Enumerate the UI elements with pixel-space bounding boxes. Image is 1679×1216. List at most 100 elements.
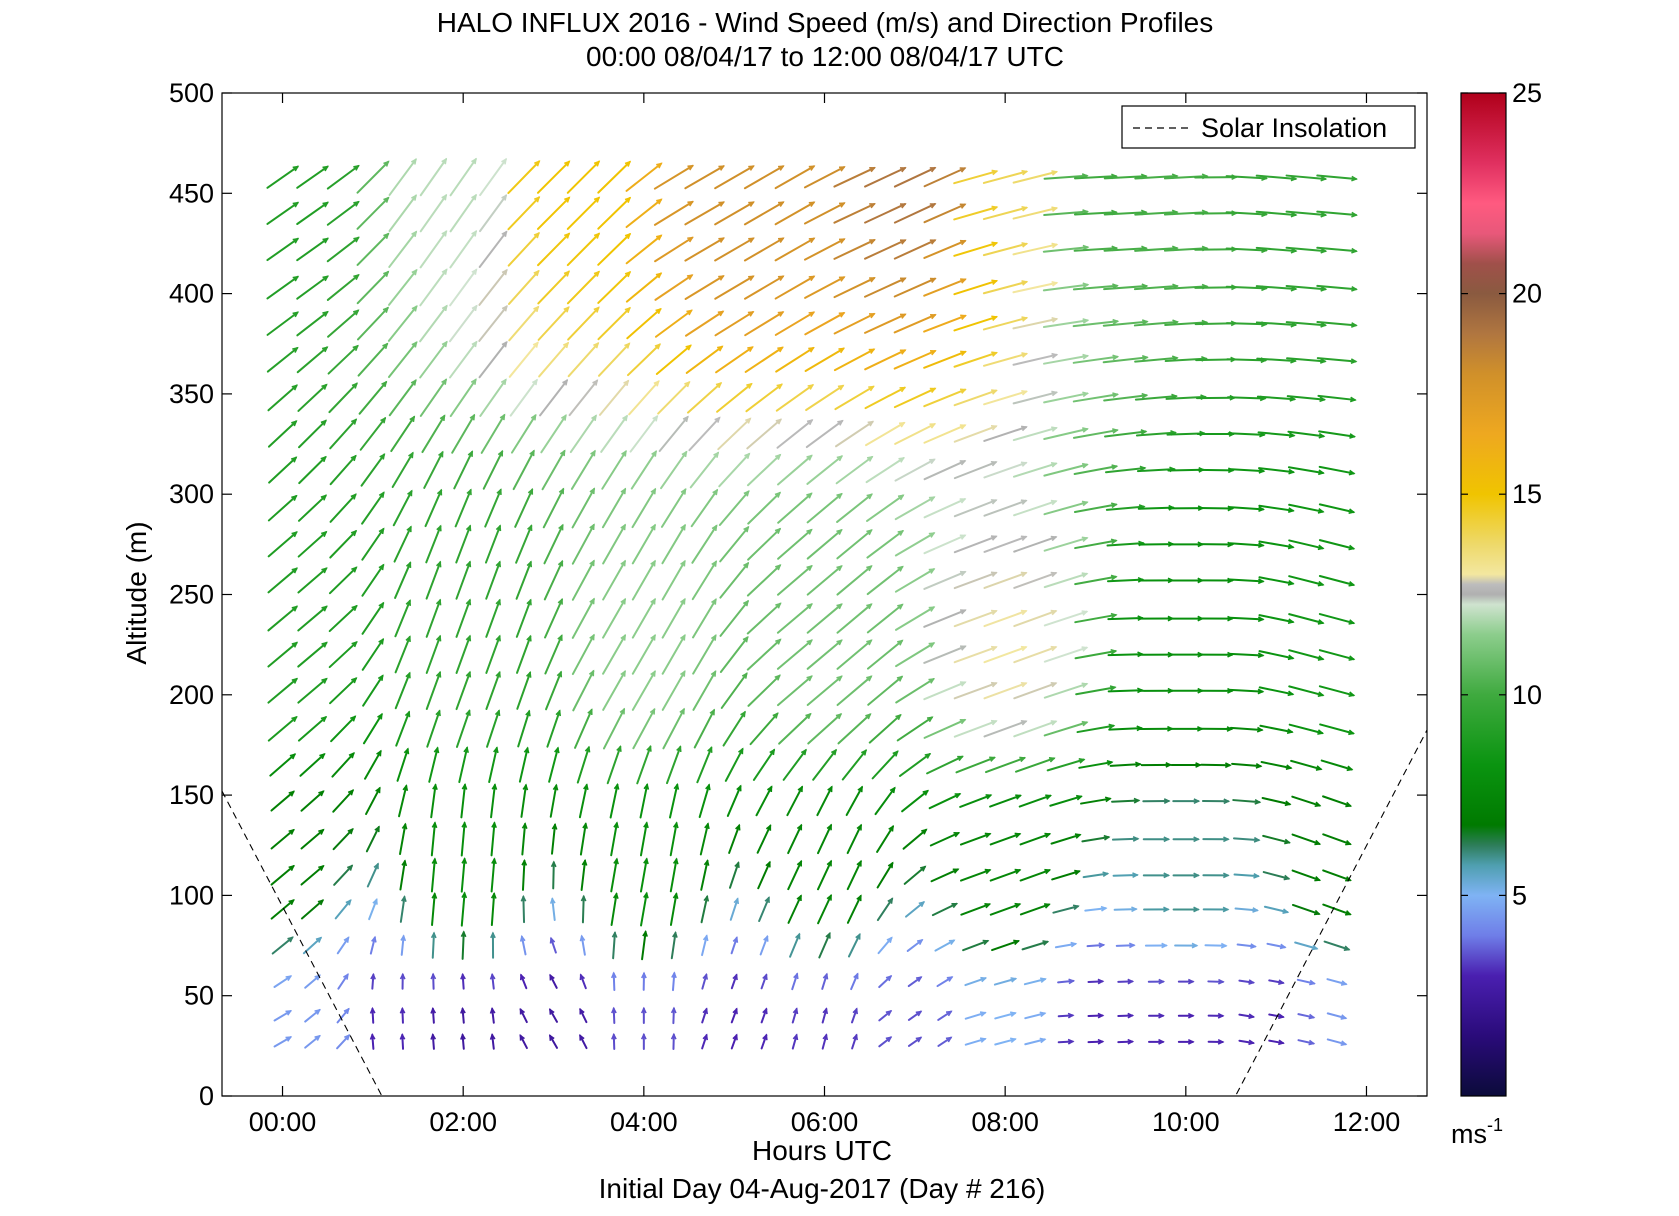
wind-vector-head — [743, 561, 750, 569]
wind-vector-shaft — [782, 749, 807, 781]
wind-vector-head — [959, 167, 967, 173]
wind-vector-shaft — [871, 750, 899, 780]
wind-vector-shaft — [821, 1034, 828, 1050]
wind-vector — [579, 1033, 588, 1050]
wind-vector — [1326, 1012, 1348, 1020]
wind-vector-head — [898, 421, 906, 428]
wind-vector-shaft — [1111, 837, 1139, 841]
wind-vector-shaft — [538, 342, 569, 378]
wind-vector — [791, 1033, 799, 1050]
wind-vector — [478, 305, 508, 342]
wind-vector-shaft — [994, 1038, 1017, 1046]
wind-vector — [566, 270, 601, 305]
wind-vector — [537, 306, 570, 341]
wind-vector-head — [704, 822, 710, 830]
wind-vector-head — [321, 641, 328, 648]
wind-vector — [387, 341, 418, 379]
wind-vector — [1288, 649, 1325, 661]
wind-vector-head — [1021, 389, 1028, 396]
wind-vector-head — [1021, 280, 1029, 286]
wind-vector — [479, 157, 507, 197]
wind-vector — [684, 237, 725, 262]
wind-vector-shaft — [866, 603, 904, 634]
wind-vector-shaft — [714, 275, 755, 300]
wind-vector — [1172, 836, 1200, 843]
wind-vector — [1084, 905, 1108, 912]
wind-vector-shaft — [631, 598, 656, 639]
wind-vector-head — [583, 783, 589, 791]
wind-vector-head — [1039, 1037, 1047, 1044]
wind-vector-shaft — [1082, 872, 1109, 879]
wind-vector-head — [808, 275, 816, 282]
wind-vector-head — [1082, 282, 1090, 289]
wind-vector-head — [465, 524, 472, 532]
wind-vector-shaft — [1200, 763, 1231, 767]
wind-vector — [1019, 868, 1052, 882]
wind-vector — [864, 203, 907, 224]
wind-vector — [597, 270, 632, 304]
wind-vector-shaft — [983, 571, 1027, 589]
wind-vector — [1256, 395, 1297, 402]
legend-label-solar-insolation: Solar Insolation — [1201, 113, 1387, 143]
wind-vector-head — [687, 236, 694, 243]
wind-vector — [906, 939, 924, 952]
wind-vector-layer — [266, 157, 1358, 1051]
wind-vector — [1229, 726, 1264, 733]
wind-vector-shaft — [836, 639, 873, 670]
wind-vector — [455, 670, 472, 711]
wind-vector-head — [1349, 433, 1357, 439]
wind-vector-head — [1020, 681, 1028, 688]
wind-vector — [874, 786, 896, 816]
wind-vector-head — [827, 785, 833, 793]
wind-vector — [776, 454, 813, 486]
wind-vector — [460, 783, 468, 819]
wind-vector-shaft — [1255, 174, 1297, 180]
wind-vector-head — [826, 859, 832, 867]
wind-vector-shaft — [686, 382, 722, 414]
wind-vector — [1103, 392, 1149, 402]
wind-vector-shaft — [394, 561, 412, 599]
wind-vector-head — [836, 528, 843, 536]
wind-vector-shaft — [1232, 799, 1261, 804]
wind-vector-head — [702, 1033, 709, 1041]
colorbar-unit-base: ms — [1451, 1119, 1487, 1149]
wind-vector-head — [1098, 942, 1106, 949]
wind-vector-shaft — [326, 164, 360, 190]
wind-vector-shaft — [791, 1034, 798, 1050]
wind-vector-head — [557, 634, 563, 641]
wind-vector-head — [1081, 646, 1089, 652]
wind-vector — [1074, 612, 1118, 624]
wind-vector-head — [563, 232, 571, 239]
wind-vector — [877, 936, 893, 955]
wind-vector-shaft — [1255, 285, 1297, 290]
wind-vector-shaft — [1164, 357, 1207, 363]
wind-vector-shaft — [983, 426, 1028, 442]
wind-vector-head — [350, 493, 357, 500]
wind-vector-shaft — [1086, 943, 1105, 948]
wind-vector — [864, 386, 907, 410]
wind-vector-head — [866, 455, 874, 462]
wind-vector-head — [1223, 798, 1231, 805]
wind-vector-shaft — [1257, 431, 1295, 437]
wind-vector — [871, 750, 899, 780]
wind-vector-shaft — [865, 421, 906, 447]
wind-vector-head — [945, 1036, 953, 1043]
wind-vector — [419, 340, 448, 379]
wind-vector-shaft — [520, 784, 527, 818]
wind-vector — [421, 414, 446, 454]
wind-vector — [543, 523, 564, 565]
wind-vector — [953, 169, 999, 185]
wind-vector — [923, 239, 967, 259]
wind-vector — [1322, 903, 1352, 916]
wind-vector — [1202, 906, 1230, 913]
wind-vector — [717, 417, 752, 451]
wind-vector-shaft — [836, 675, 873, 707]
wind-vector-head — [889, 786, 896, 794]
wind-vector — [719, 561, 750, 599]
wind-vector-shaft — [864, 313, 907, 334]
wind-vector — [515, 598, 532, 638]
wind-vector — [369, 1006, 376, 1024]
wind-vector — [297, 494, 328, 522]
wind-vector-shaft — [923, 424, 966, 444]
wind-vector — [1266, 942, 1287, 950]
